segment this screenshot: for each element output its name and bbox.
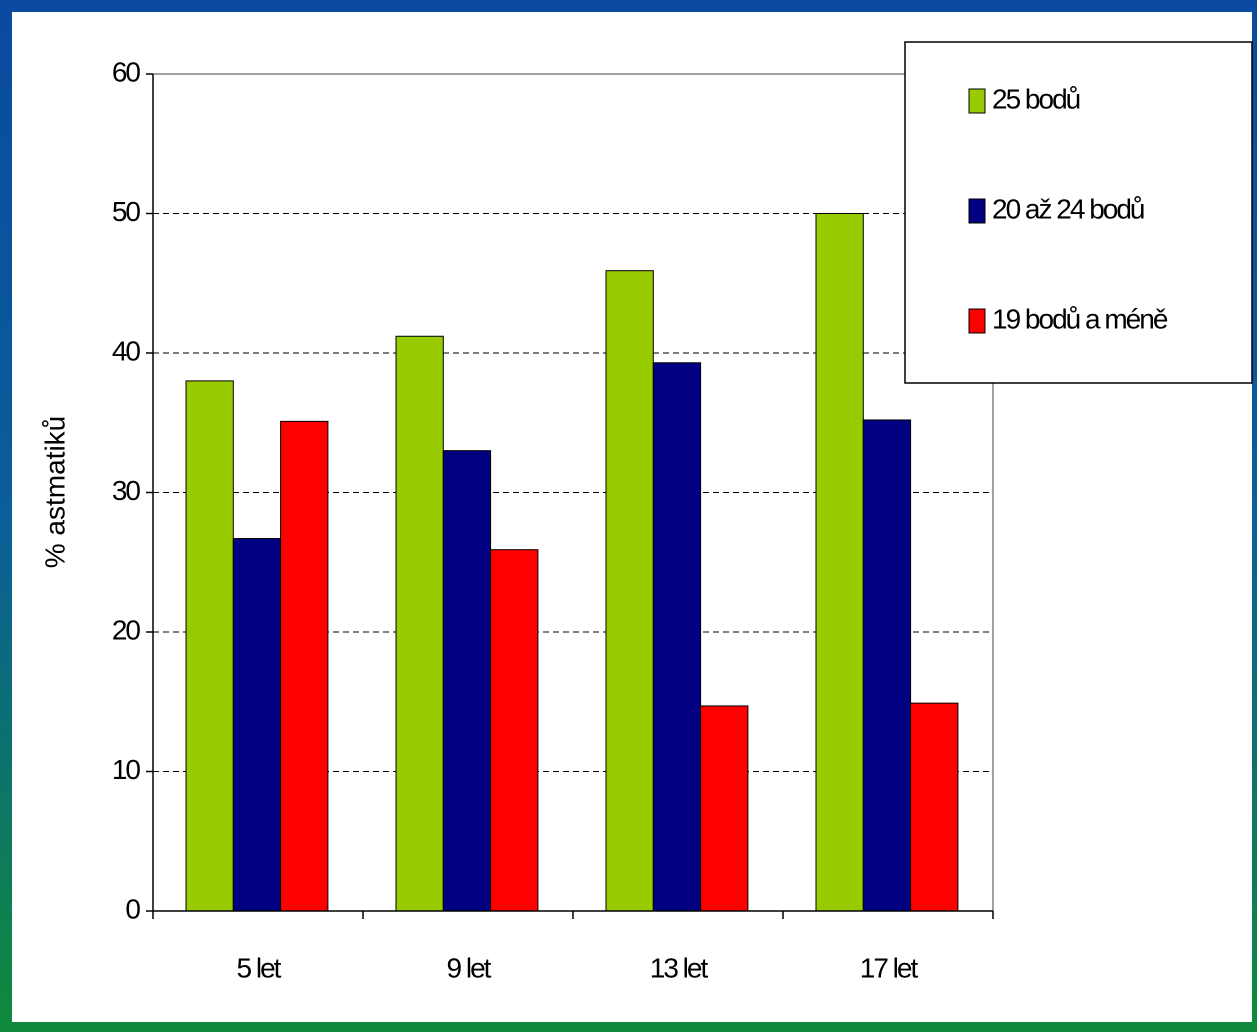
- y-tick-label: 0: [125, 893, 140, 924]
- x-tick-label: 13 let: [650, 952, 709, 983]
- legend-box: [904, 41, 1253, 384]
- bar: [442, 450, 492, 912]
- y-tick-label: 30: [112, 475, 141, 506]
- bar: [605, 270, 654, 912]
- legend-label: 20 až 24 bodů: [992, 193, 1144, 224]
- legend-label: 25 bodů: [992, 83, 1080, 114]
- bar: [862, 419, 912, 912]
- legend-swatch: [968, 198, 986, 224]
- x-tick-label: 5 let: [237, 952, 282, 983]
- y-tick-label: 20: [112, 614, 141, 645]
- bar: [910, 702, 959, 912]
- bar: [185, 380, 234, 912]
- bar: [280, 420, 329, 912]
- bar: [700, 705, 749, 912]
- y-tick-label: 60: [112, 56, 141, 87]
- bar: [490, 549, 539, 912]
- y-tick-label: 40: [112, 335, 141, 366]
- legend-swatch: [968, 88, 986, 114]
- y-axis-label: % astmatiků: [39, 416, 70, 569]
- bar: [232, 538, 282, 912]
- bar: [815, 213, 864, 912]
- bar: [652, 362, 702, 912]
- x-tick-label: 9 let: [447, 952, 492, 983]
- legend-label: 19 bodů a méně: [992, 303, 1168, 334]
- bar: [395, 335, 444, 912]
- y-tick-label: 10: [112, 754, 141, 785]
- y-tick-label: 50: [112, 196, 141, 227]
- x-tick-label: 17 let: [860, 952, 919, 983]
- legend-swatch: [968, 308, 986, 334]
